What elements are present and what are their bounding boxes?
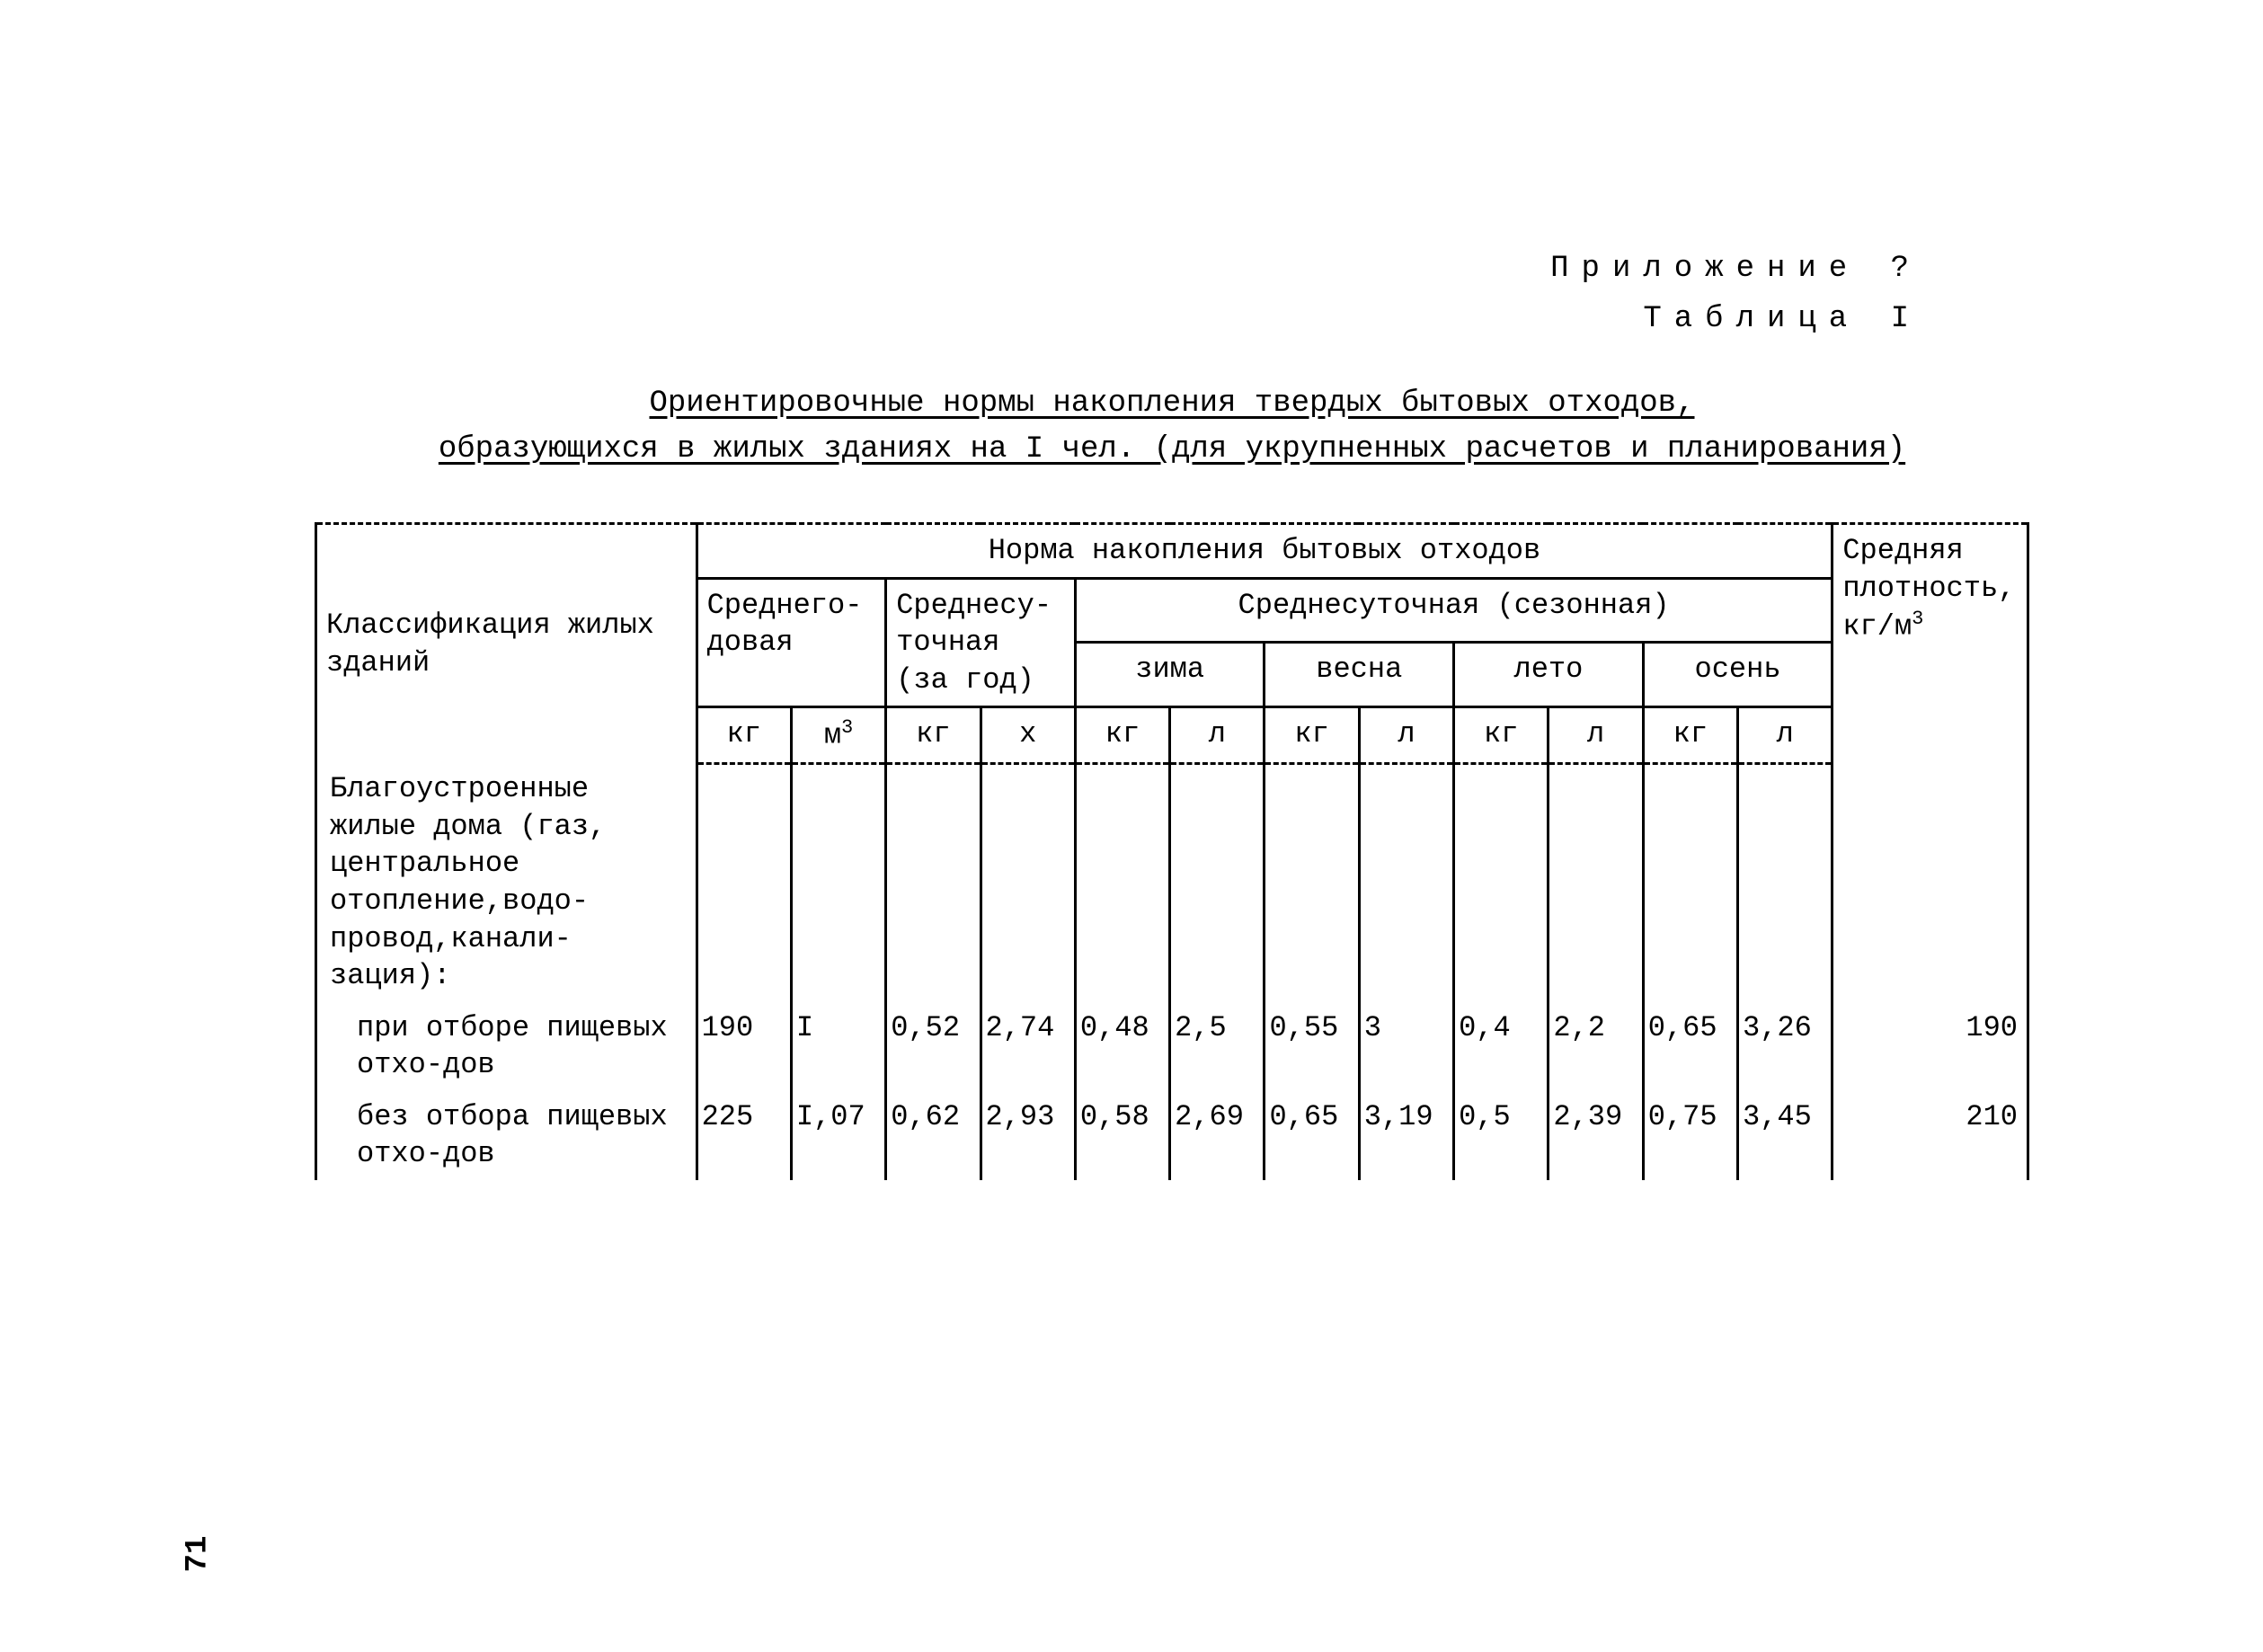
cell: I,07 <box>791 1091 885 1180</box>
cell: 2,74 <box>981 1002 1075 1091</box>
th-classification: Классификация жилых зданий <box>316 524 697 764</box>
th-norm: Норма накопления бытовых отходов <box>697 524 1833 579</box>
group-1-label: Благоустроенные жилые дома (газ, централ… <box>316 763 697 1002</box>
cell: 2,5 <box>1170 1002 1265 1091</box>
th-kg-5: кг <box>1454 707 1549 763</box>
cell: 0,75 <box>1643 1091 1737 1180</box>
title-line-1: Ориентировочные нормы накопления твердых… <box>650 386 1695 421</box>
th-density: Средняя плотность, кг/м3 <box>1833 524 2028 764</box>
document-title: Ориентировочные нормы накопления твердых… <box>315 381 2029 473</box>
cell: 3,45 <box>1738 1091 1833 1180</box>
th-m3: м3 <box>791 707 885 763</box>
th-winter: зима <box>1075 643 1265 707</box>
cell: I <box>791 1002 885 1091</box>
cell: 3,19 <box>1359 1091 1453 1180</box>
cell: 0,52 <box>886 1002 981 1091</box>
table-number: Таблица I <box>315 302 1921 336</box>
cell: 3 <box>1359 1002 1453 1091</box>
row-2-label: без отбора пищевых отхо-дов <box>316 1091 697 1180</box>
th-l-3: л <box>1549 707 1643 763</box>
cell: 0,58 <box>1075 1091 1169 1180</box>
table-row: без отбора пищевых отхо-дов 225 I,07 0,6… <box>316 1091 2028 1180</box>
th-seasonal: Среднесуточная (сезонная) <box>1075 578 1833 643</box>
table-row: при отборе пищевых отхо-дов 190 I 0,52 2… <box>316 1002 2028 1091</box>
cell: 0,65 <box>1265 1091 1359 1180</box>
title-line-2: образующихся в жилых зданиях на I чел. (… <box>439 432 1905 466</box>
th-daily: Среднесу-точная (за год) <box>886 578 1076 707</box>
th-l-4: л <box>1738 707 1833 763</box>
cell: 210 <box>1833 1091 2028 1180</box>
th-autumn: осень <box>1643 643 1833 707</box>
th-annual: Среднего-довая <box>697 578 886 707</box>
th-x: x <box>981 707 1075 763</box>
cell: 0,48 <box>1075 1002 1169 1091</box>
page-number: 71 <box>181 1536 215 1573</box>
cell: 190 <box>1833 1002 2028 1091</box>
cell: 2,93 <box>981 1091 1075 1180</box>
cell: 2,2 <box>1549 1002 1643 1091</box>
data-table: Классификация жилых зданий Норма накопле… <box>315 522 2029 1180</box>
cell: 2,39 <box>1549 1091 1643 1180</box>
cell: 0,5 <box>1454 1091 1549 1180</box>
th-kg-2: кг <box>886 707 981 763</box>
th-kg-4: кг <box>1265 707 1359 763</box>
th-kg-1: кг <box>697 707 791 763</box>
header-block: Приложение ? Таблица I <box>315 252 1921 336</box>
th-spring: весна <box>1265 643 1454 707</box>
cell: 190 <box>697 1002 791 1091</box>
cell: 0,4 <box>1454 1002 1549 1091</box>
th-l-2: л <box>1359 707 1453 763</box>
cell: 0,65 <box>1643 1002 1737 1091</box>
th-kg-6: кг <box>1643 707 1737 763</box>
appendix-label: Приложение ? <box>315 252 1921 286</box>
cell: 2,69 <box>1170 1091 1265 1180</box>
th-l-1: л <box>1170 707 1265 763</box>
th-kg-3: кг <box>1075 707 1169 763</box>
cell: 3,26 <box>1738 1002 1833 1091</box>
cell: 0,55 <box>1265 1002 1359 1091</box>
cell: 0,62 <box>886 1091 981 1180</box>
cell: 225 <box>697 1091 791 1180</box>
row-1-label: при отборе пищевых отхо-дов <box>316 1002 697 1091</box>
th-summer: лето <box>1454 643 1644 707</box>
